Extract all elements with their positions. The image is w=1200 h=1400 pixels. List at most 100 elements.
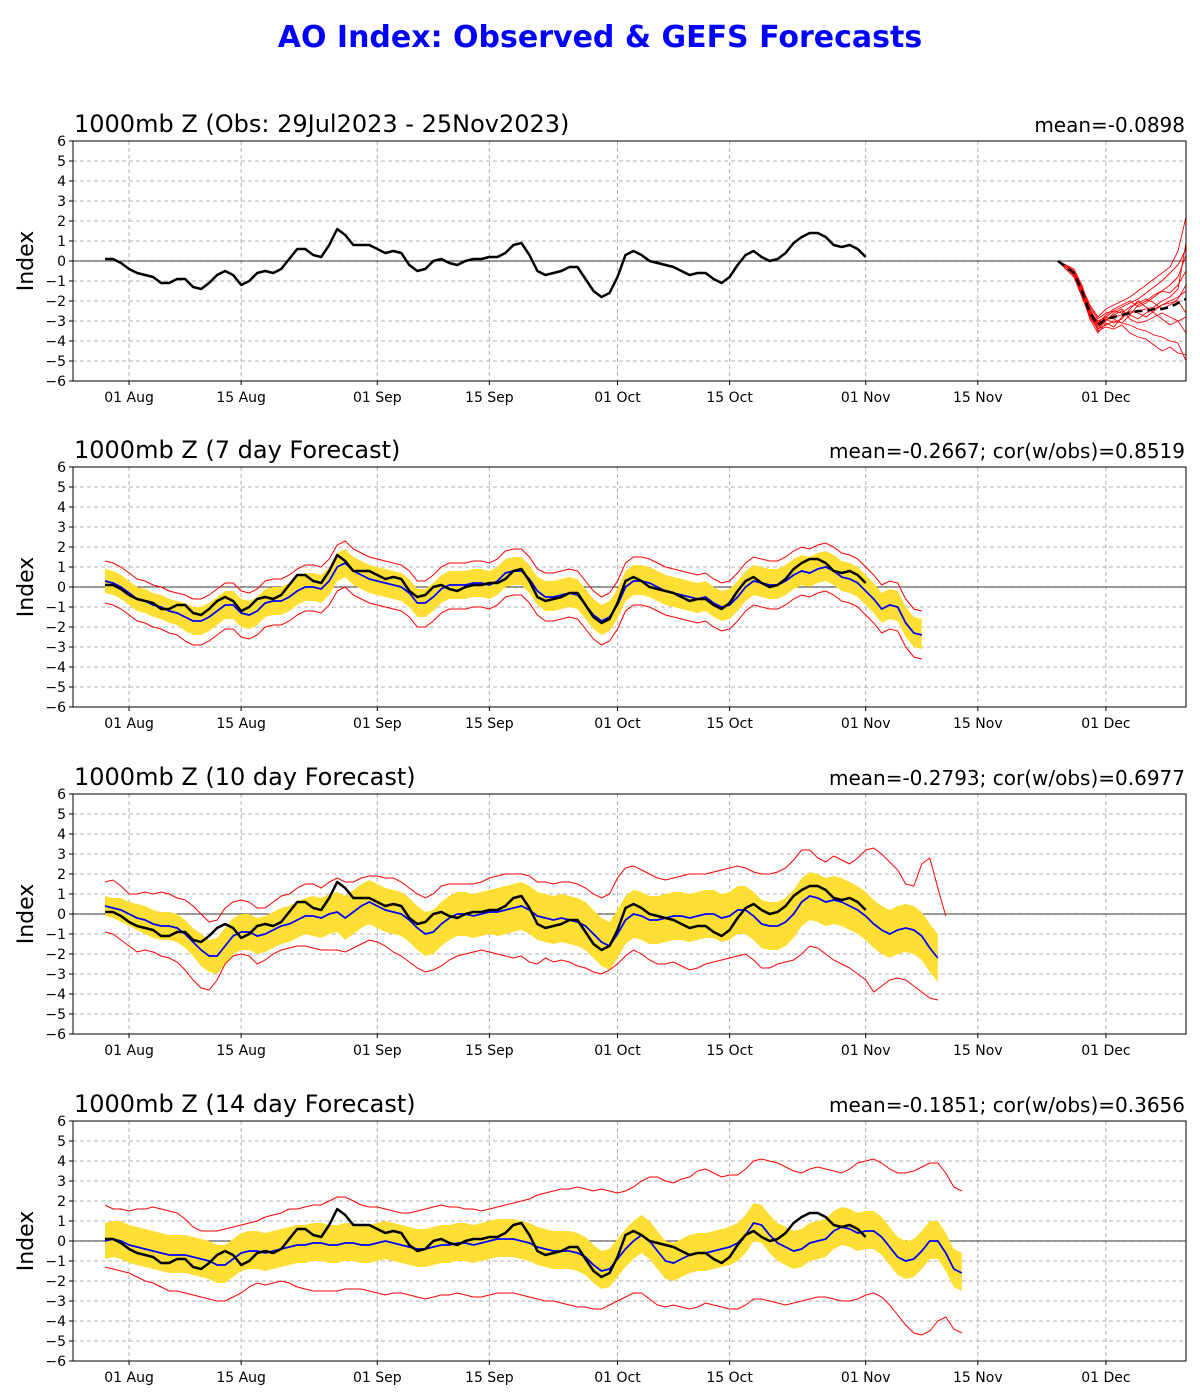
plot-frame: [72, 793, 1187, 1035]
y-tick-label: 1: [57, 560, 66, 576]
y-tick-label: −4: [45, 987, 66, 1003]
plot-area: [104, 540, 923, 660]
spread-band: [105, 1203, 962, 1291]
y-axis-label: Index: [14, 557, 39, 618]
y-tick-label: 4: [57, 500, 66, 516]
member-min-line: [104, 586, 922, 660]
x-tick-label: 15 Aug: [216, 1370, 266, 1386]
x-tick-label: 01 Nov: [841, 716, 891, 732]
x-tick-label: 15 Sep: [465, 1043, 514, 1059]
ensemble-member-line: [1057, 260, 1186, 334]
x-tick-label: 01 Sep: [353, 1370, 402, 1386]
x-tick-label: 01 Dec: [1081, 716, 1130, 732]
spread-band: [105, 872, 938, 982]
panel-title: 1000mb Z (7 day Forecast): [74, 436, 400, 464]
y-tick-label: 2: [57, 540, 66, 556]
member-max-line: [104, 847, 947, 923]
plot-frame: [72, 466, 1187, 708]
x-tick-label: 01 Oct: [594, 716, 641, 732]
y-tick-label: −3: [45, 967, 66, 983]
observed-line: [105, 553, 867, 625]
y-tick-label: 0: [57, 1234, 66, 1250]
y-tick-label: −2: [45, 947, 66, 963]
y-tick-label: 5: [57, 807, 66, 823]
y-tick-label: −6: [45, 1027, 66, 1043]
x-tick-label: 01 Sep: [353, 1043, 402, 1059]
plot-frame: [72, 1120, 1187, 1362]
ensemble-mean-line: [104, 895, 939, 959]
x-tick-label: 01 Aug: [104, 716, 154, 732]
y-tick-label: −1: [45, 600, 66, 616]
y-tick-label: −5: [45, 354, 66, 370]
panel-0: 1000mb Z (Obs: 29Jul2023 - 25Nov2023) mea…: [14, 110, 1187, 406]
y-tick-label: 5: [57, 480, 66, 496]
y-tick-label: 6: [57, 134, 66, 150]
x-tick-label: 01 Dec: [1081, 390, 1130, 406]
x-tick-label: 01 Sep: [353, 716, 402, 732]
x-tick-label: 01 Dec: [1081, 1370, 1130, 1386]
y-tick-label: 2: [57, 867, 66, 883]
y-tick-label: −1: [45, 927, 66, 943]
y-tick-label: −4: [45, 1314, 66, 1330]
y-tick-label: −2: [45, 620, 66, 636]
observed-line: [105, 880, 867, 952]
panel-3: 1000mb Z (14 day Forecast) mean=-0.1851; …: [14, 1090, 1187, 1386]
y-tick-label: −3: [45, 640, 66, 656]
y-tick-label: 5: [57, 154, 66, 170]
x-tick-label: 15 Nov: [953, 716, 1003, 732]
y-axis-label: Index: [14, 884, 39, 945]
panel-title: 1000mb Z (10 day Forecast): [74, 763, 416, 791]
y-tick-label: −4: [45, 334, 66, 350]
x-tick-label: 01 Aug: [104, 1370, 154, 1386]
x-tick-label: 15 Sep: [465, 390, 514, 406]
plot-area: [105, 216, 1186, 362]
y-tick-label: 4: [57, 1154, 66, 1170]
x-tick-label: 01 Nov: [841, 1043, 891, 1059]
x-tick-label: 01 Oct: [594, 1043, 641, 1059]
member-max-line: [104, 540, 922, 612]
y-tick-label: 4: [57, 174, 66, 190]
y-tick-label: −2: [45, 1274, 66, 1290]
x-tick-label: 15 Sep: [465, 1370, 514, 1386]
forecast-mean-line: [1057, 260, 1186, 327]
y-tick-label: 6: [57, 787, 66, 803]
y-axis-label: Index: [14, 1211, 39, 1272]
y-tick-label: −1: [45, 274, 66, 290]
ensemble-member-line: [1057, 216, 1186, 318]
y-tick-label: −5: [45, 1334, 66, 1350]
y-tick-label: 1: [57, 234, 66, 250]
observed-line: [105, 1207, 867, 1279]
x-tick-label: 01 Aug: [104, 390, 154, 406]
x-tick-label: 01 Oct: [594, 390, 641, 406]
y-tick-label: −1: [45, 1254, 66, 1270]
panel-title: 1000mb Z (Obs: 29Jul2023 - 25Nov2023): [74, 110, 569, 138]
x-tick-label: 01 Nov: [841, 1370, 891, 1386]
y-axis-label: Index: [14, 231, 39, 292]
y-tick-label: −3: [45, 1294, 66, 1310]
main-title: AO Index: Observed & GEFS Forecasts: [277, 20, 923, 55]
y-tick-label: 3: [57, 847, 66, 863]
member-min-line: [104, 1266, 963, 1336]
member-min-line: [104, 931, 938, 1001]
y-tick-label: −5: [45, 680, 66, 696]
y-tick-label: 2: [57, 214, 66, 230]
y-tick-label: 0: [57, 254, 66, 270]
y-tick-label: −3: [45, 314, 66, 330]
panel-stat-label: mean=-0.2793; cor(w/obs)=0.6977: [829, 766, 1185, 790]
ensemble-member-line: [1057, 260, 1186, 356]
x-tick-label: 15 Aug: [216, 390, 266, 406]
ensemble-member-line: [1057, 254, 1186, 324]
spread-band: [105, 549, 922, 649]
x-tick-label: 15 Oct: [706, 390, 753, 406]
y-tick-label: 0: [57, 907, 66, 923]
panel-1: 1000mb Z (7 day Forecast) mean=-0.2667; c…: [14, 436, 1187, 732]
x-tick-label: 15 Oct: [706, 1043, 753, 1059]
y-tick-label: −2: [45, 294, 66, 310]
panel-stat-label: mean=-0.1851; cor(w/obs)=0.3656: [829, 1093, 1185, 1117]
y-tick-label: 1: [57, 887, 66, 903]
x-tick-label: 01 Sep: [353, 390, 402, 406]
y-tick-label: −5: [45, 1007, 66, 1023]
panel-title: 1000mb Z (14 day Forecast): [74, 1090, 416, 1118]
x-tick-label: 01 Oct: [594, 1370, 641, 1386]
